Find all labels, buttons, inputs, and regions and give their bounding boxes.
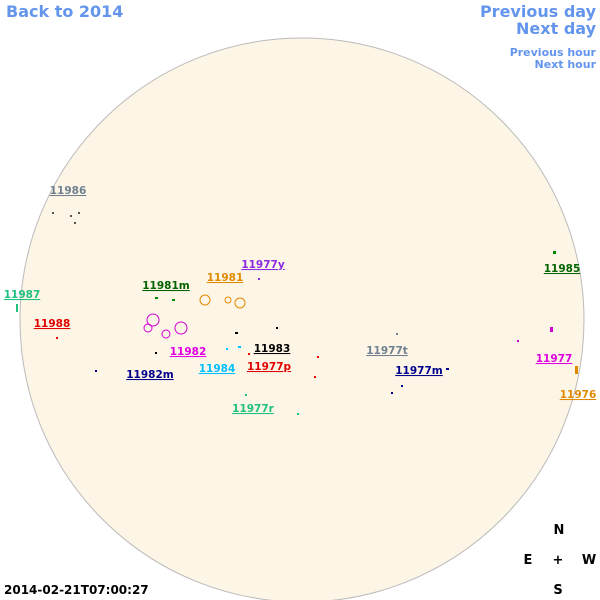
region-label[interactable]: 11977y [241, 259, 285, 271]
compass-label: N [554, 523, 565, 538]
region-label[interactable]: 11981 [207, 272, 244, 284]
solar-disk [19, 37, 585, 600]
nav-link[interactable]: Previous hour [510, 46, 597, 59]
compass-label: E [524, 553, 533, 568]
region-label[interactable]: 11986 [50, 185, 87, 197]
nav-link[interactable]: Next day [516, 19, 597, 38]
region-label[interactable]: 11982m [126, 369, 174, 381]
nav-link[interactable]: Next hour [535, 58, 597, 71]
region-label[interactable]: 11977p [247, 361, 292, 373]
region-label[interactable]: 11985 [544, 263, 581, 275]
region-label[interactable]: 11976 [560, 389, 597, 401]
compass-label: S [553, 583, 562, 598]
nav-link[interactable]: Previous day [480, 2, 597, 21]
region-label[interactable]: 11984 [199, 363, 236, 375]
region-label[interactable]: 11977t [366, 345, 408, 357]
region-label[interactable]: 11983 [254, 343, 291, 355]
region-label[interactable]: 11982 [170, 346, 207, 358]
region-labels: 11986 11987 11988 11981m 11981 11977y 11… [4, 185, 597, 415]
region-label[interactable]: 11988 [34, 318, 71, 330]
nav-link[interactable]: Back to 2014 [6, 2, 123, 21]
region-label[interactable]: 11987 [4, 289, 41, 301]
spots [16, 212, 578, 415]
compass-label: W [582, 553, 596, 568]
compass-label: + [553, 553, 564, 568]
region-label[interactable]: 11981m [142, 280, 190, 292]
region-label[interactable]: 11977 [536, 353, 573, 365]
region-label[interactable]: 11977m [395, 365, 443, 377]
timestamp: 2014-02-21T07:00:27 [4, 583, 149, 597]
region-label[interactable]: 11977r [232, 403, 275, 415]
